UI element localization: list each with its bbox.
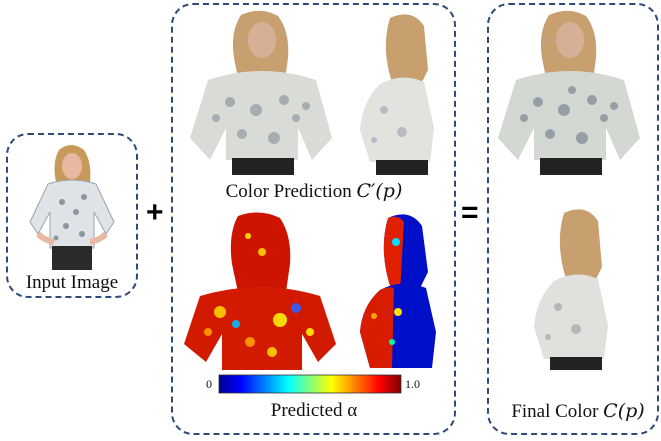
predicted-alpha-label: Predicted α [270,400,358,421]
equals-operator: = [461,196,479,229]
input-image-box [6,133,138,298]
input-image-label: Input Image [25,272,119,293]
color-prediction-front [190,10,332,175]
final-color-box [487,3,659,435]
alpha-colorbar [218,374,402,394]
final-color-text: Final Color [511,401,604,422]
final-color-math: C(p) [603,400,645,422]
color-prediction-label: Color Prediction C′(p) [196,180,432,203]
plus-operator: + [146,196,164,229]
prediction-box [171,3,456,435]
color-prediction-math: C′(p) [356,180,403,202]
color-prediction-side [360,14,434,175]
final-color-side [534,209,608,370]
predicted-alpha-side [360,214,436,368]
final-color-front [498,10,640,175]
color-prediction-text: Color Prediction [225,181,357,202]
predicted-alpha-front [184,212,336,370]
final-color-label: Final Color C(p) [498,400,658,423]
input-person-photo [29,145,115,270]
colorbar-min-label: 0 [206,377,212,391]
colorbar-max-label: 1.0 [405,377,420,391]
